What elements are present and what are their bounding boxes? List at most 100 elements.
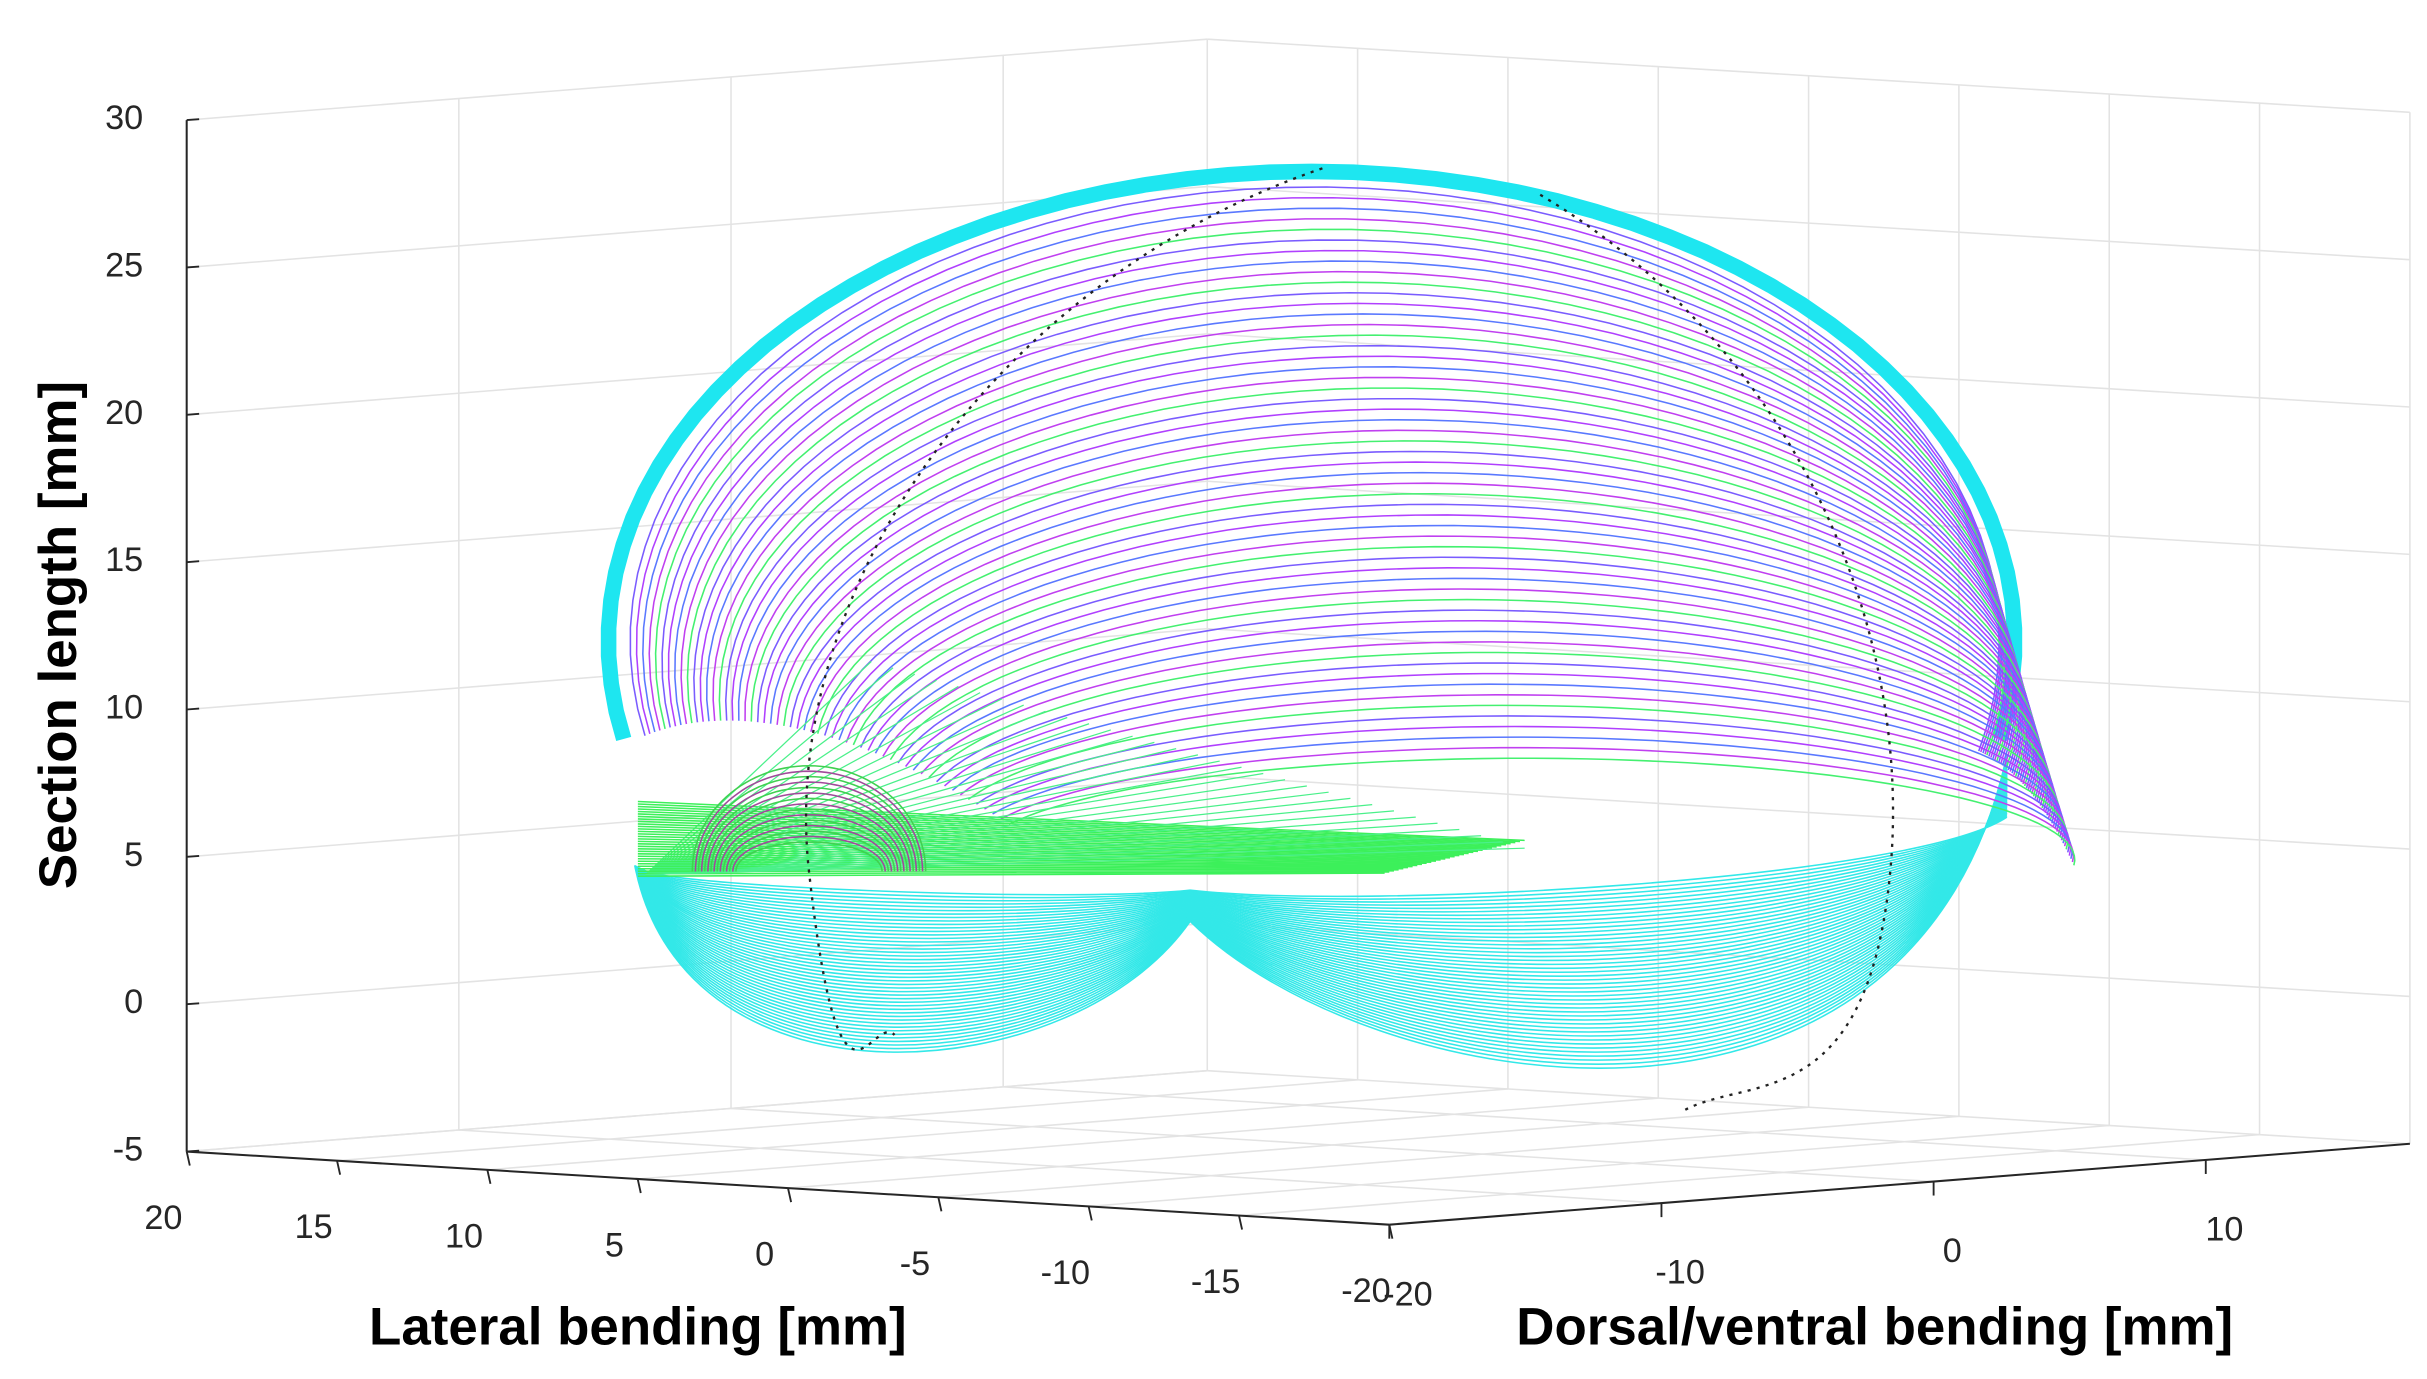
surface-line — [776, 429, 2033, 785]
surface-line — [638, 779, 2008, 997]
surface-line — [643, 800, 2008, 939]
surface-line — [693, 292, 2014, 763]
z-tick-label: 30 — [105, 99, 143, 137]
grid-line — [186, 333, 1208, 416]
surface-line — [816, 493, 2041, 797]
x-axis-label: Lateral bending [mm] — [369, 1297, 907, 1356]
surface-line — [642, 798, 2008, 942]
surface-line — [635, 764, 2008, 1041]
surface-line — [637, 808, 1511, 845]
surface-line — [936, 662, 2063, 838]
surface-line — [637, 838, 1455, 858]
surface-line — [943, 672, 2065, 841]
grid-line — [336, 1079, 1358, 1162]
surface-line — [703, 786, 915, 872]
surface-line — [867, 567, 2051, 814]
surface — [600, 163, 2076, 1114]
surface-line — [804, 167, 1323, 1051]
tick-mark — [186, 1002, 200, 1006]
surface-line — [661, 239, 2007, 757]
grid-line — [787, 1106, 1809, 1189]
surface-line — [643, 801, 2008, 935]
surface-line — [640, 787, 2008, 973]
grid-line — [186, 1069, 1208, 1153]
grid-line — [1088, 1124, 2110, 1208]
x-tick-label: -15 — [1191, 1263, 1240, 1301]
surface-line — [637, 860, 1413, 868]
surface-line — [750, 387, 2027, 777]
z-tick-label: 10 — [105, 689, 143, 727]
surface-line — [635, 196, 2002, 753]
surface-line — [642, 207, 2003, 754]
grid-line — [487, 1088, 1508, 1171]
z-axis-label: Section length [mm] — [29, 381, 88, 889]
z-tick-label: 0 — [124, 983, 143, 1021]
surface-line — [641, 791, 2008, 962]
surface-line — [810, 482, 2040, 795]
surface-line — [959, 694, 2067, 847]
surface-line — [640, 789, 2008, 970]
axes: -5 0 5 10 15 20 25 30 20 15 10 5 0 -5 -10 -15 -20-20 -10 0… — [105, 99, 2410, 1313]
axis-line — [186, 1150, 1390, 1226]
surface-line — [645, 835, 1482, 876]
surface-line — [719, 813, 899, 872]
surface-line — [716, 808, 902, 872]
surface-line — [680, 270, 2011, 761]
surface-line — [697, 775, 921, 872]
surface-line — [640, 786, 2008, 977]
surface-line — [725, 824, 893, 872]
grid — [185, 38, 2411, 1226]
surface-line — [634, 756, 2008, 1065]
surface-line — [641, 790, 2008, 966]
surface-line — [645, 810, 2008, 910]
surface-line — [724, 344, 2021, 771]
surface-line — [637, 773, 2008, 1013]
y-tick-label: 0 — [1943, 1232, 1962, 1270]
surface-line — [1000, 746, 2075, 863]
surface-line — [882, 588, 2054, 819]
grid-line — [1003, 1086, 2206, 1161]
surface-line — [635, 762, 2008, 1045]
tick-mark — [486, 1169, 492, 1185]
surface-line — [642, 797, 2008, 946]
surface-line — [838, 524, 2045, 804]
surface-line — [763, 408, 2030, 781]
surface-line — [629, 186, 2000, 752]
surface-line — [1008, 757, 2076, 866]
surface-line — [644, 805, 2008, 924]
surface-line — [637, 772, 2008, 1017]
surface-line — [712, 323, 2018, 768]
z-tick-label: 15 — [105, 541, 143, 579]
surface-line — [852, 545, 2048, 809]
grid-line — [458, 1129, 1662, 1204]
surface-line — [645, 841, 1503, 876]
surface-line — [796, 461, 2037, 791]
surface-line — [967, 704, 2069, 850]
surface-line — [645, 804, 1373, 876]
grid-line — [637, 1097, 1659, 1180]
surface-line — [634, 757, 2008, 1061]
surface-line — [639, 782, 2008, 989]
surface-line — [667, 249, 2009, 758]
y-axis-label: Dorsal/ventral bending [mm] — [1516, 1297, 2233, 1356]
surface-line — [636, 767, 2008, 1033]
surface-line — [904, 619, 2058, 827]
surface-line — [686, 281, 2013, 762]
surface-line — [635, 761, 2008, 1049]
surface-line — [634, 758, 2008, 1057]
surface-line — [645, 812, 2008, 906]
surface-line — [756, 397, 2028, 779]
surface-line — [637, 857, 1418, 867]
surface-line — [637, 848, 1436, 862]
tick-mark — [636, 1178, 642, 1194]
surface-line — [645, 847, 1525, 876]
tick-mark — [186, 265, 200, 269]
x-tick-label: -10 — [1041, 1254, 1090, 1292]
surface-line — [789, 450, 2035, 789]
tick-mark — [186, 854, 200, 858]
surface-line — [731, 835, 887, 872]
grid-line — [938, 1115, 1959, 1199]
surface-line — [645, 822, 1438, 876]
surface-line — [637, 862, 1408, 869]
